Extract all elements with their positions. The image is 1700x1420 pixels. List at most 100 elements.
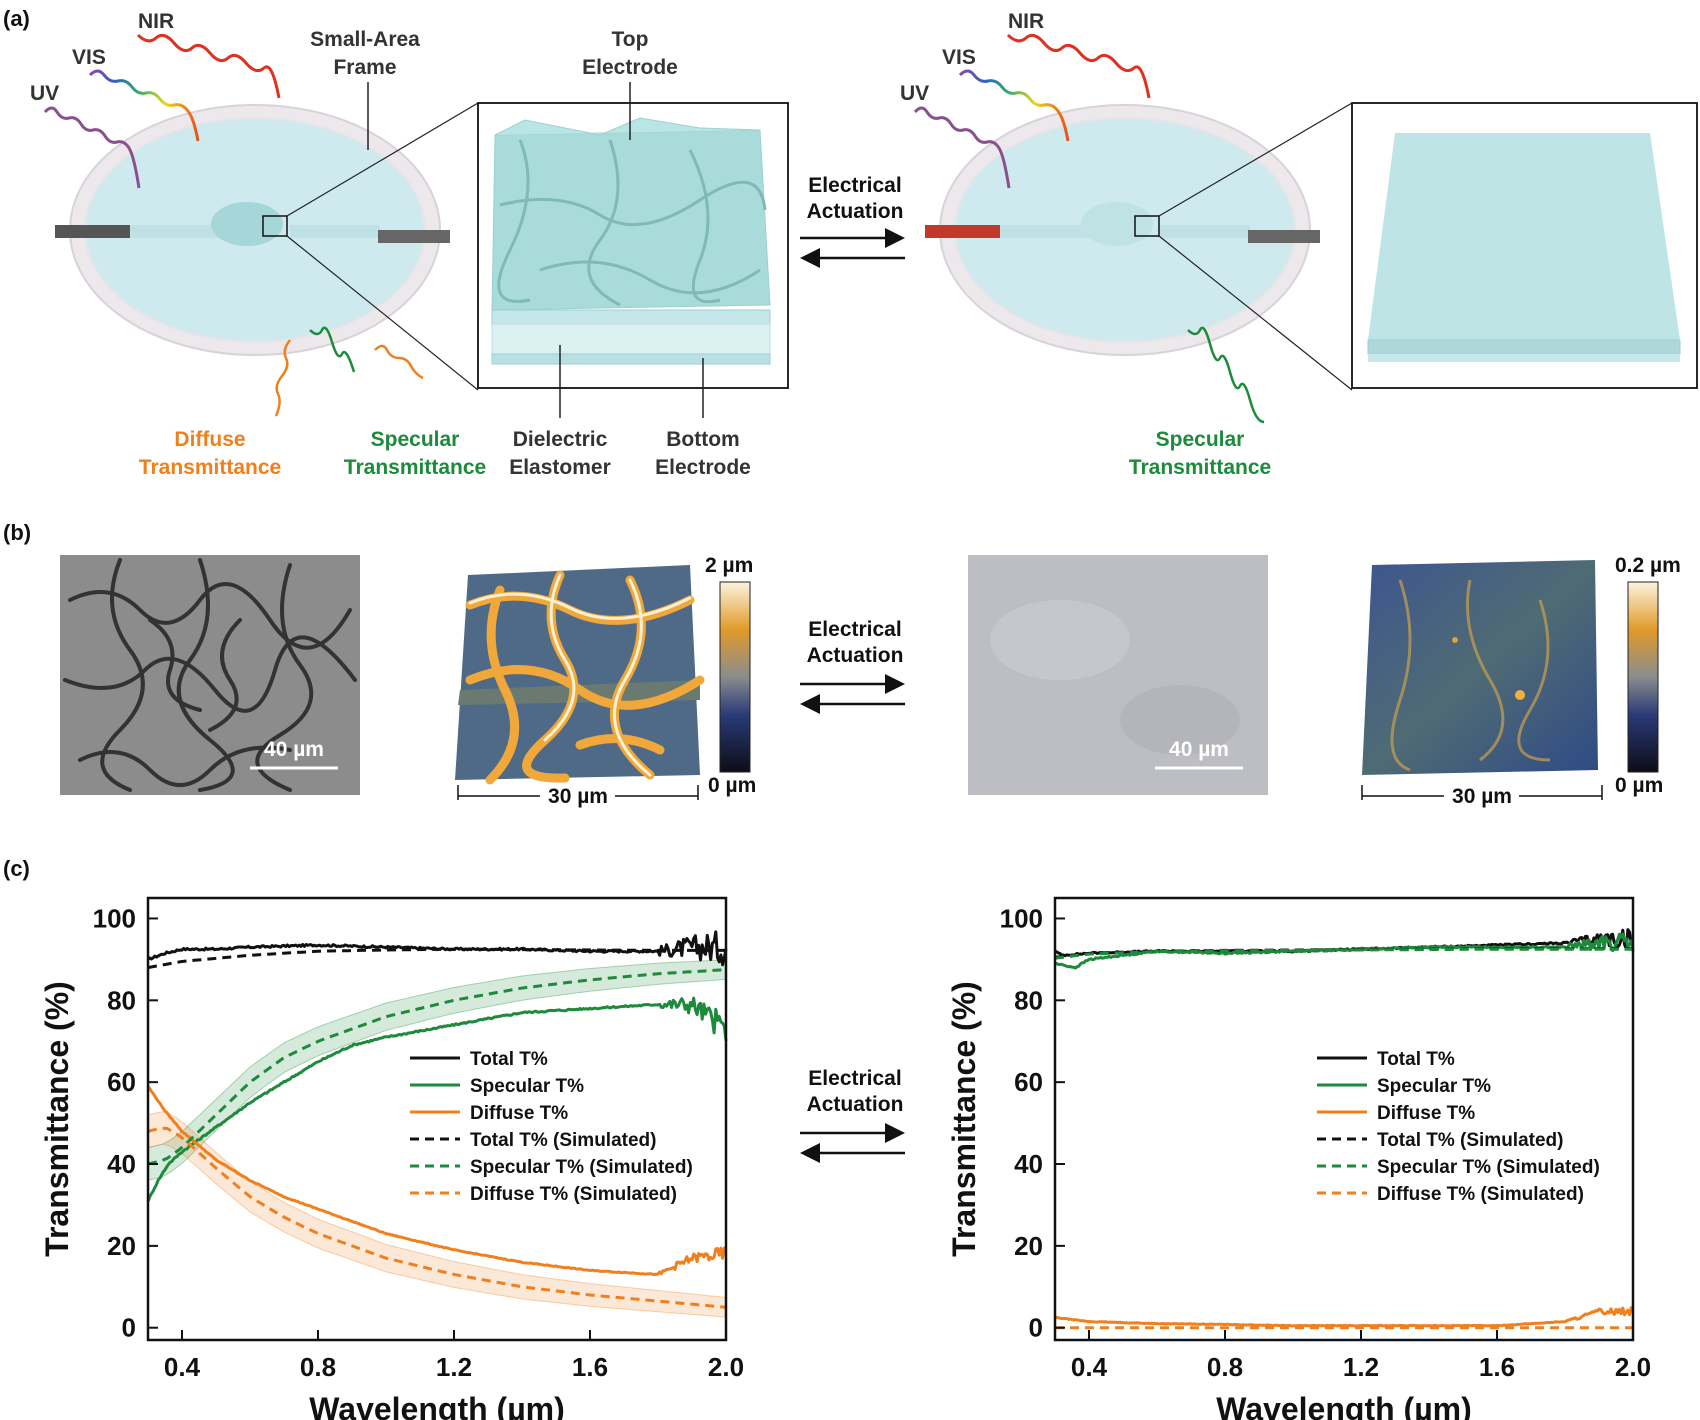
colorbar-left-min: 0 µm xyxy=(708,774,756,797)
bottom-electrode-label-1: Bottom xyxy=(666,428,739,451)
series-line-2 xyxy=(146,1085,728,1277)
legend-entry: Total T% (Simulated) xyxy=(470,1130,656,1151)
chart-before-actuation: 0.4 0.8 1.2 1.6 2.0 0 20 40 60 80 100 Wavelength (µ… xyxy=(39,896,744,1420)
afm-width-label-right: 30 µm xyxy=(1452,785,1512,808)
legend-entry: Diffuse T% (Simulated) xyxy=(470,1184,677,1205)
vis-label: VIS xyxy=(72,46,106,69)
y-tick-label: 60 xyxy=(1014,1067,1043,1097)
x-tick-label: 0.4 xyxy=(1071,1352,1108,1382)
colorbar-left-max: 2 µm xyxy=(705,554,753,577)
panel-a-label: (a) xyxy=(3,6,30,31)
zoom-box xyxy=(262,215,288,237)
optical-micrograph-wrinkled: 40 µm xyxy=(60,555,360,795)
actuation-c-1: Electrical xyxy=(808,1067,901,1090)
bottom-electrode-label-2: Electrode xyxy=(655,456,751,479)
dielectric-label-2: Elastomer xyxy=(509,456,611,479)
y-tick-label: 80 xyxy=(1014,985,1043,1015)
frame-label-1: Small-Area xyxy=(310,28,420,51)
top-electrode-label-1: Top xyxy=(612,28,649,51)
colorbar-left xyxy=(719,581,751,773)
actuation-b-2: Actuation xyxy=(807,644,904,667)
x-tick-label: 1.6 xyxy=(572,1352,608,1382)
legend-entry: Diffuse T% xyxy=(1377,1103,1475,1124)
actuation-b-1: Electrical xyxy=(808,618,901,641)
plot-frame xyxy=(1053,896,1635,1342)
top-electrode-label-2: Electrode xyxy=(582,56,678,79)
device-right xyxy=(925,102,1353,391)
y-tick-label: 20 xyxy=(107,1231,136,1261)
y-axis-label: Transmittance (%) xyxy=(946,981,982,1257)
nir-wave-icon xyxy=(136,33,281,99)
colorbar-right-max: 0.2 µm xyxy=(1615,554,1681,577)
x-tick-label: 2.0 xyxy=(1615,1352,1651,1382)
x-tick-label: 1.2 xyxy=(1343,1352,1379,1382)
vis-label-right: VIS xyxy=(942,46,976,69)
reversible-arrow-icon xyxy=(800,228,905,268)
y-tick-label: 40 xyxy=(107,1149,136,1179)
dielectric-label-1: Dielectric xyxy=(513,428,608,451)
diffuse-wave-icon xyxy=(274,339,291,417)
colorbar-right xyxy=(1627,581,1659,773)
chart-after-actuation: 0.4 0.8 1.2 1.6 2.0 0 20 40 60 80 100 Wavelength (µ… xyxy=(946,896,1651,1420)
afm-width-label: 30 µm xyxy=(548,785,608,808)
plot-frame xyxy=(146,896,728,1342)
uv-wave-icon xyxy=(43,106,141,189)
specular-wave-icon xyxy=(309,326,356,373)
vis-wave-icon xyxy=(88,69,200,142)
afm-image-flat xyxy=(1362,560,1598,775)
y-tick-label: 60 xyxy=(107,1067,136,1097)
y-tick-label: 0 xyxy=(122,1313,136,1343)
x-tick-label: 0.4 xyxy=(164,1352,201,1382)
uv-label-right: UV xyxy=(900,82,929,105)
y-tick-label: 20 xyxy=(1014,1231,1043,1261)
nir-label: NIR xyxy=(138,10,174,33)
diffuse-label-2: Transmittance xyxy=(139,456,281,479)
actuation-a-1: Electrical xyxy=(808,174,901,197)
scale-bar-label-right: 40 µm xyxy=(1169,738,1229,761)
series-line-3 xyxy=(147,947,726,970)
legend-entry: Total T% xyxy=(1377,1049,1455,1070)
frame-label-2: Frame xyxy=(333,56,396,79)
electrode-tab-right xyxy=(378,230,450,243)
legend-entry: Diffuse T% (Simulated) xyxy=(1377,1184,1584,1205)
y-tick-label: 40 xyxy=(1014,1149,1043,1179)
x-axis-label: Wavelength (µm) xyxy=(1216,1391,1471,1420)
y-tick-label: 100 xyxy=(1000,903,1043,933)
series-line-4 xyxy=(147,968,727,1166)
x-axis-label: Wavelength (µm) xyxy=(309,1391,564,1420)
x-tick-label: 0.8 xyxy=(300,1352,336,1382)
electrode-tab-active xyxy=(925,225,1000,238)
actuation-c-2: Actuation xyxy=(807,1093,904,1116)
legend-entry: Total T% xyxy=(470,1049,548,1070)
panel-b-label: (b) xyxy=(3,520,31,545)
nir-label-right: NIR xyxy=(1008,10,1044,33)
device-left xyxy=(55,102,479,391)
panel-c-label: (c) xyxy=(3,856,30,881)
x-tick-label: 2.0 xyxy=(708,1352,744,1382)
legend-entry: Total T% (Simulated) xyxy=(1377,1130,1563,1151)
y-tick-label: 80 xyxy=(107,985,136,1015)
legend-entry: Diffuse T% xyxy=(470,1103,568,1124)
optical-micrograph-flat: 40 µm xyxy=(968,555,1268,795)
x-tick-label: 1.2 xyxy=(436,1352,472,1382)
series-line-4 xyxy=(1054,947,1633,960)
uv-label: UV xyxy=(30,82,59,105)
legend-entry: Specular T% (Simulated) xyxy=(470,1157,693,1178)
legend-entry: Specular T% (Simulated) xyxy=(1377,1157,1600,1178)
afm-image-wrinkled xyxy=(455,565,705,785)
specular-label-1: Specular xyxy=(371,428,460,451)
specular-label-right-2: Transmittance xyxy=(1129,456,1271,479)
y-tick-label: 0 xyxy=(1029,1313,1043,1343)
colorbar-right-min: 0 µm xyxy=(1615,774,1663,797)
zoom-inset-wrinkled xyxy=(477,102,789,389)
y-axis-label: Transmittance (%) xyxy=(39,981,75,1257)
diffuse-label-1: Diffuse xyxy=(174,428,245,451)
zoom-inset-flat xyxy=(1351,102,1698,389)
specular-label-right-1: Specular xyxy=(1156,428,1245,451)
y-tick-label: 100 xyxy=(93,903,136,933)
electrode-tab-left xyxy=(55,225,130,238)
specular-label-2: Transmittance xyxy=(344,456,486,479)
x-tick-label: 1.6 xyxy=(1479,1352,1515,1382)
x-tick-label: 0.8 xyxy=(1207,1352,1243,1382)
